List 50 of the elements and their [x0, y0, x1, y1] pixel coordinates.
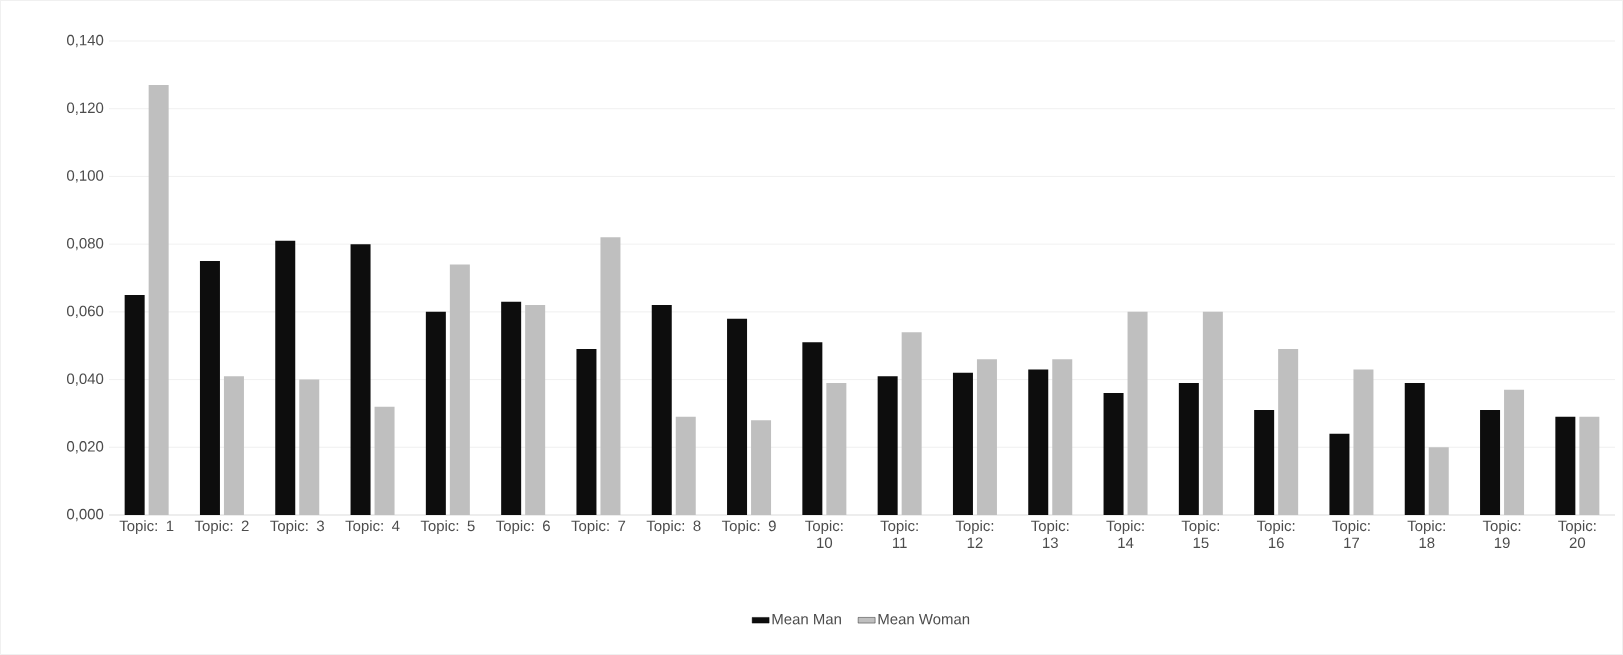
x-tick-label: Topic: 16 [1256, 520, 1295, 549]
bar [275, 240, 296, 515]
x-tick-label: Topic: 19 [1482, 520, 1521, 549]
bar [124, 294, 145, 515]
bar [425, 311, 446, 515]
y-tick-label: 0,000 [67, 508, 104, 522]
y-tick-label: 0,140 [67, 34, 104, 48]
y-tick-label: 0,100 [67, 170, 104, 183]
x-tick-label: Topic: 2 [194, 520, 249, 535]
x-tick-label: Topic: 17 [1332, 520, 1370, 548]
legend-label: Mean Woman [878, 613, 970, 625]
x-tick-label: Topic: 12 [955, 520, 994, 548]
y-tick-label: 0,080 [67, 237, 104, 251]
bar [1254, 410, 1275, 515]
x-tick-label: Topic: 15 [1181, 520, 1220, 549]
bar [501, 301, 522, 515]
bar [1329, 433, 1350, 515]
legend-label: Mean Man [772, 613, 841, 625]
x-tick-label: Topic: 10 [805, 520, 843, 549]
x-tick-label: Topic: 18 [1407, 520, 1445, 549]
x-tick-label: Topic: 14 [1106, 520, 1144, 548]
x-tick-label: Topic: 13 [1031, 520, 1069, 549]
bar [1103, 393, 1124, 515]
y-tick-label: 0,120 [67, 102, 104, 115]
x-tick-label: Topic: 4 [345, 520, 400, 535]
x-tick-label: Topic: 7 [571, 520, 626, 535]
x-tick-label: Topic: 20 [1558, 520, 1596, 549]
bar [1178, 382, 1199, 515]
x-tick-label: Topic: 3 [270, 520, 324, 535]
x-tick-label: Topic: 11 [880, 520, 918, 548]
bar [877, 376, 898, 515]
bar [1480, 410, 1501, 515]
bar [576, 349, 597, 515]
bar [727, 318, 748, 515]
x-tick-label: Topic: 1 [119, 520, 174, 535]
bar [651, 305, 672, 515]
bar [199, 261, 220, 515]
x-tick-label: Topic: 5 [420, 520, 475, 535]
bar [1028, 369, 1049, 515]
x-tick-label: Topic: 9 [721, 520, 776, 535]
y-tick-label: 0,020 [67, 441, 104, 454]
bar [952, 372, 973, 515]
x-tick-label: Topic: 8 [646, 520, 701, 535]
y-tick-label: 0,040 [67, 373, 104, 386]
bar [350, 244, 371, 515]
bar [1555, 416, 1576, 515]
bar [1404, 382, 1425, 515]
bar [802, 342, 823, 515]
x-tick-label: Topic: 6 [496, 520, 550, 535]
y-tick-label: 0,060 [67, 305, 104, 319]
